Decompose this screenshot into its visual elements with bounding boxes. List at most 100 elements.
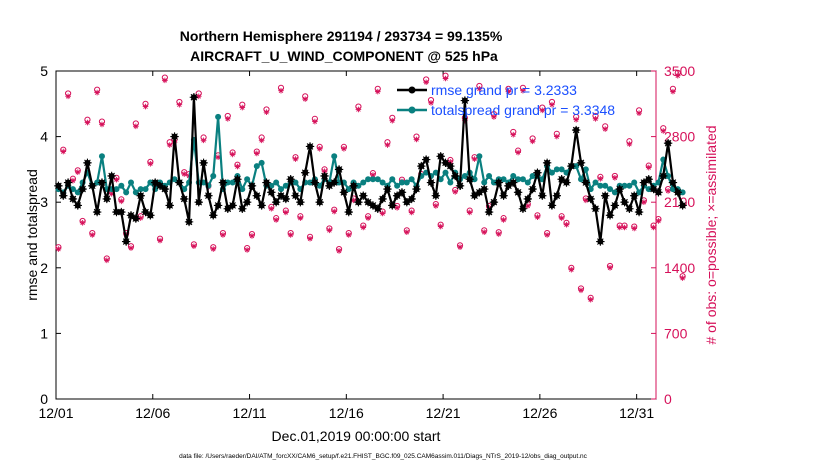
x-tick-label: 12/26 bbox=[522, 405, 557, 421]
totalspread-point bbox=[118, 182, 125, 189]
assimilated-obs-point bbox=[612, 175, 618, 181]
rmse-star bbox=[194, 198, 203, 207]
totalspread-point bbox=[244, 176, 251, 183]
assimilated-obs-point bbox=[481, 229, 488, 235]
assimilated-obs-point bbox=[307, 235, 313, 242]
assimilated-obs-point bbox=[316, 145, 323, 152]
totalspread-point bbox=[132, 189, 139, 196]
totalspread-point bbox=[582, 166, 589, 173]
rmse-star bbox=[378, 194, 387, 204]
rmse-star bbox=[238, 204, 247, 213]
assimilated-obs-point bbox=[674, 72, 681, 79]
assimilated-obs-point bbox=[292, 156, 299, 162]
assimilated-obs-point bbox=[55, 246, 62, 252]
totalspread-point bbox=[292, 179, 299, 186]
assimilated-obs-point bbox=[287, 232, 294, 238]
totalspread-point bbox=[553, 166, 560, 173]
rmse-star bbox=[368, 201, 378, 210]
y-right-tick-label: 700 bbox=[664, 325, 688, 341]
rmse-star bbox=[470, 191, 479, 200]
totalspread-point bbox=[282, 182, 289, 189]
totalspread-point bbox=[403, 179, 410, 186]
assimilated-obs-point bbox=[616, 224, 623, 231]
rmse-star bbox=[388, 201, 397, 210]
totalspread-point bbox=[524, 179, 531, 186]
rmse-star bbox=[334, 165, 344, 174]
rmse-star bbox=[146, 211, 155, 220]
assimilated-obs-point bbox=[113, 176, 120, 183]
assimilated-obs-point bbox=[602, 126, 608, 132]
rmse-star bbox=[504, 181, 513, 190]
assimilated-obs-point bbox=[457, 244, 463, 250]
rmse-star bbox=[107, 171, 116, 181]
assimilated-obs-point bbox=[650, 224, 657, 231]
x-tick-label: 12/01 bbox=[38, 405, 73, 421]
rmse-star bbox=[446, 161, 455, 171]
totalspread-point bbox=[113, 186, 120, 193]
rmse-star bbox=[441, 158, 450, 168]
rmse-star bbox=[673, 188, 682, 197]
totalspread-point bbox=[224, 179, 231, 186]
legend: rmse grand pr = 3.2333 totalspread grand… bbox=[397, 82, 615, 118]
assimilated-obs-point bbox=[258, 137, 265, 144]
totalspread-point bbox=[665, 172, 672, 179]
rmse-star bbox=[228, 201, 237, 210]
assimilated-obs-point bbox=[631, 225, 638, 232]
totalspread-point bbox=[398, 179, 405, 186]
rmse-star bbox=[271, 198, 281, 207]
totalspread-point bbox=[331, 153, 338, 160]
assimilated-obs-point bbox=[268, 205, 275, 212]
y-axis-left: 0 1 2 3 4 5 bbox=[40, 63, 61, 407]
assimilated-obs-point bbox=[495, 231, 502, 237]
totalspread-point bbox=[374, 176, 381, 183]
assimilated-obs-point bbox=[442, 75, 449, 82]
assimilated-obs-point bbox=[558, 215, 565, 221]
rmse-star bbox=[494, 178, 503, 187]
assimilated-obs-point bbox=[544, 232, 550, 238]
assimilated-obs-point bbox=[215, 154, 221, 161]
assimilated-obs-point bbox=[607, 265, 613, 271]
rmse-star bbox=[121, 237, 131, 246]
assimilated-obs-point bbox=[350, 197, 357, 204]
assimilated-obs-point bbox=[128, 245, 134, 251]
totalspread-point bbox=[515, 176, 522, 183]
rmse-star bbox=[523, 194, 532, 204]
assimilated-obs-point bbox=[510, 131, 517, 138]
rmse-star bbox=[160, 184, 170, 194]
chart-title-line2: AIRCRAFT_U_WIND_COMPONENT @ 525 hPa bbox=[190, 48, 498, 64]
rmse-star bbox=[320, 171, 329, 181]
rmse-star bbox=[242, 198, 252, 207]
y-left-tick-label: 1 bbox=[40, 325, 48, 341]
rmse-star bbox=[344, 207, 353, 217]
rmse-star bbox=[615, 184, 624, 194]
assimilated-obs-point bbox=[360, 224, 367, 231]
assimilated-obs-point bbox=[229, 151, 236, 158]
totalspread-point bbox=[626, 182, 633, 189]
rmse-star bbox=[349, 181, 358, 190]
assimilated-obs-point bbox=[583, 197, 589, 204]
assimilated-obs-point bbox=[370, 172, 376, 178]
assimilated-obs-point bbox=[374, 88, 381, 95]
totalspread-point bbox=[679, 189, 686, 196]
rmse-star bbox=[180, 194, 189, 204]
assimilated-obs-point bbox=[621, 224, 628, 231]
assimilated-obs-point bbox=[423, 79, 429, 86]
rmse-star bbox=[426, 178, 436, 187]
rmse-star bbox=[436, 152, 445, 161]
rmse-star bbox=[296, 198, 305, 207]
rmse-star bbox=[68, 194, 78, 204]
totalspread-point bbox=[621, 182, 628, 189]
rmse-star bbox=[175, 178, 184, 187]
assimilated-obs-point bbox=[94, 89, 100, 96]
totalspread-point bbox=[307, 179, 314, 186]
rmse-star bbox=[310, 178, 320, 187]
rmse-star bbox=[291, 191, 300, 200]
rmse-star bbox=[562, 178, 571, 187]
assimilated-obs-point bbox=[500, 217, 507, 223]
rmse-star bbox=[126, 211, 136, 220]
x-tick-label: 12/21 bbox=[426, 405, 461, 421]
totalspread-point bbox=[365, 176, 372, 183]
assimilated-obs-point bbox=[587, 296, 594, 303]
rmse-star bbox=[600, 191, 610, 200]
